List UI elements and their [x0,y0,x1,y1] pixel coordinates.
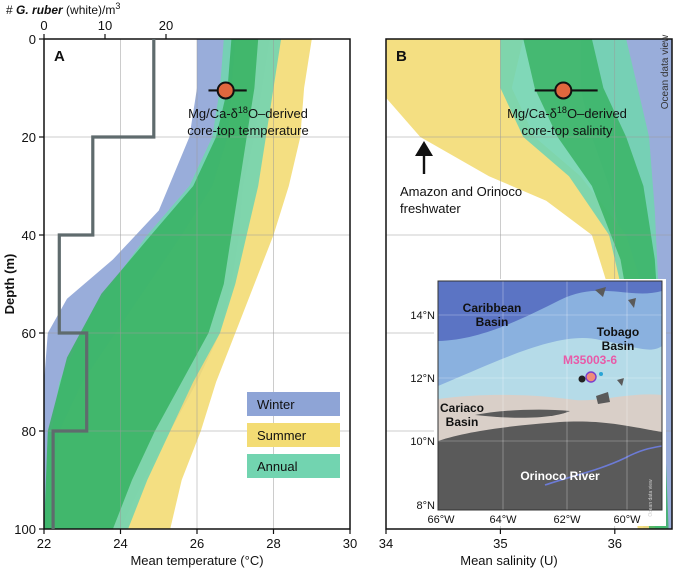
x-tick-label: 34 [379,536,393,551]
x-tick-label: 26 [190,536,204,551]
map-lon-label: 64°W [489,514,517,526]
map-lat-label: 8°N [417,500,436,512]
top-axis: 0 10 20 [40,18,173,39]
map-grid [438,281,662,510]
x-axis-label: Mean temperature (°C) [130,553,263,568]
map-place-label: Basin [476,315,509,329]
map-frame [437,280,663,511]
map-lon-label: 60°W [613,514,641,526]
annotation-text: Mg/Ca-δ [507,106,557,121]
annotation-text: Mg/Ca-δ [188,106,238,121]
map-lon-label: 62°W [553,514,581,526]
station-dot [578,375,586,383]
top-tick-label: 0 [40,18,47,33]
station-label: M35003-6 [563,353,617,367]
x-tick-label: 24 [113,536,127,551]
arrow-label-line-1: Amazon and Orinoco [400,184,522,199]
top-tick-label: 10 [98,18,112,33]
top-axis-label-species: G. ruber [16,3,64,17]
y-axis: 0 20 40 60 80 100 [14,32,44,537]
map-coast-island [475,409,570,418]
legend-label-summer: Summer [257,428,307,443]
annotation-superscript: 18 [557,105,567,115]
legend-label-annual: Annual [257,459,298,474]
map-lat-label: 12°N [410,373,435,385]
panel-label: B [396,48,407,65]
core-top-point [554,81,573,100]
map-river [544,445,662,486]
y-tick-label: 80 [22,424,36,439]
top-axis-label-text: # [6,3,16,17]
y-tick-label: 100 [14,522,36,537]
y-tick-label: 20 [22,130,36,145]
top-axis-label-text: (white)/m [63,3,116,17]
annotation-text: O–derived [567,106,627,121]
panel-b: 34 35 36 Mean salinity (U) B Mg/Ca-δ18O–deriv… [379,34,673,568]
map-place-label: Basin [446,415,479,429]
x-tick-label: 28 [266,536,280,551]
x-axis: 34 35 36 [379,529,622,551]
freshwater-arrow [415,141,433,174]
annotation-line-1: Mg/Ca-δ18O–derived [507,105,627,121]
arrow-label-line-2: freshwater [400,201,461,216]
annotation-line-2: core-top temperature [187,123,308,138]
top-axis-label: # G. ruber (white)/m3 [6,1,120,17]
map-place-label: Basin [602,339,635,353]
legend-swatch-winter [247,392,340,416]
map-body [438,281,662,510]
map-lat-label: 14°N [410,310,435,322]
y-tick-label: 60 [22,326,36,341]
map-watermark: Ocean data view [648,479,654,517]
map-land [438,421,662,510]
station-marker [585,371,597,383]
legend-swatch-annual [247,454,340,478]
map-place-label: Cariaco [440,401,484,415]
band-overlap [523,39,669,529]
panel-label: A [54,48,65,65]
core-top-point [216,81,235,100]
station-dot-2 [599,372,603,376]
y-tick-label: 40 [22,228,36,243]
core-top-marker [208,81,247,100]
top-axis-label-superscript: 3 [115,1,120,11]
x-tick-label: 30 [343,536,357,551]
legend-swatch-summer [247,423,340,447]
x-axis-label: Mean salinity (U) [460,553,558,568]
map-place-label: Caribbean [463,301,522,315]
arrow-head [415,141,433,156]
x-tick-label: 22 [37,536,51,551]
map-place-label: Tobago [597,325,639,339]
plot-frame [385,38,673,530]
map-lat-label: 10°N [410,436,435,448]
map-inset: 14°N 12°N 10°N 8°N 66°W 64°W 62°W 60°W Caribbean… [410,279,666,526]
y-tick-label: 0 [29,32,36,47]
map-lon-label: 66°W [427,514,455,526]
x-axis: 22 24 26 28 30 [37,529,357,551]
legend-label-winter: Winter [257,397,295,412]
map-place-label: Orinoco River [520,469,600,483]
core-top-marker [534,81,598,100]
y-axis-label: Depth (m) [2,254,17,315]
ocean-data-view-label: Ocean data view [660,34,671,109]
annotation-line-2: core-top salinity [521,123,613,138]
top-tick-label: 20 [159,18,173,33]
x-tick-label: 36 [608,536,622,551]
x-tick-label: 35 [493,536,507,551]
legend: Winter Summer Annual [247,392,340,478]
plot-area [44,39,312,529]
annotation-text: O–derived [248,106,308,121]
band-overlap [44,39,259,529]
annotation-line-1: Mg/Ca-δ18O–derived [188,105,308,121]
annotation-superscript: 18 [238,105,248,115]
abundance-step-line [51,39,156,529]
